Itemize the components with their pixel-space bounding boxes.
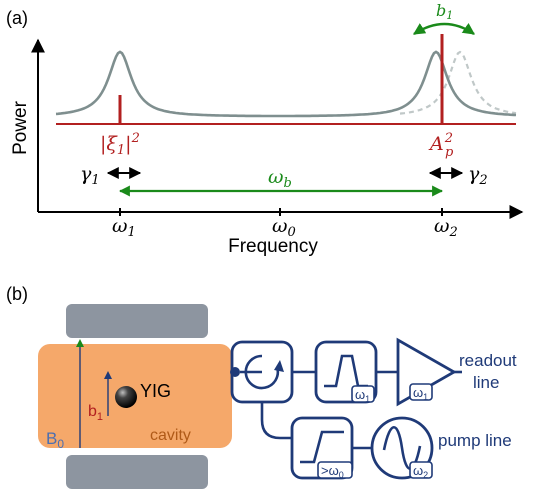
b1-modulation-arrow <box>412 22 475 36</box>
label-b1-cavity: b1 <box>88 403 103 423</box>
cavity-pole-bottom <box>66 455 208 489</box>
label-xi1-squared: |ξ1|2 <box>100 131 140 158</box>
label-cavity: cavity <box>150 427 191 444</box>
label-ap-squared: A2 p <box>428 131 454 160</box>
label-readout-line: line <box>473 373 499 392</box>
bandpass-icon <box>324 354 368 388</box>
tick-label-omega0: ω0 <box>272 215 296 240</box>
bandpass-filter: ω1 <box>314 340 378 404</box>
label-pump-line: pump line <box>438 431 512 450</box>
amp-tag: ω1 <box>413 385 428 402</box>
highpass-icon <box>300 430 344 464</box>
label-omega-b: ωb <box>268 166 292 191</box>
label-b0: B0 <box>46 429 64 451</box>
label-gamma1: γ1 <box>80 163 100 188</box>
filter2-tag: >ω0 <box>321 463 344 480</box>
highpass-filter: >ω0 <box>290 416 354 480</box>
cavity-resonance-curve <box>55 50 517 118</box>
shifted-resonance-curve <box>399 50 517 115</box>
x-axis-label: Frequency <box>228 236 318 257</box>
label-yig: YIG <box>140 381 171 401</box>
tick-label-omega1: ω1 <box>112 215 136 240</box>
filter1-tag: ω1 <box>355 387 370 404</box>
panel-a: (a) Power Frequency ω1 ω0 ω2 |ξ1|2 A2 p b… <box>6 1 524 257</box>
source-tag: ω2 <box>413 463 428 480</box>
b0-arrow-head <box>76 339 84 347</box>
label-gamma2: γ2 <box>468 163 488 188</box>
label-b1: b1 <box>436 1 453 22</box>
y-axis-label: Power <box>10 100 31 155</box>
yig-sphere <box>115 386 137 408</box>
amplifier: ω1 <box>396 337 457 407</box>
panel-a-label: (a) <box>6 8 28 28</box>
label-readout: readout <box>459 351 517 370</box>
wire-circulator-filter2 <box>260 402 292 440</box>
b1-arrow-head <box>104 371 112 379</box>
panel-b-label: (b) <box>6 284 28 304</box>
cavity-pole-top <box>66 304 208 338</box>
tick-label-omega2: ω2 <box>434 215 458 240</box>
panel-b: (b) B0 b1 YIG cavity <box>6 284 517 489</box>
circulator-arrow-icon <box>244 354 280 390</box>
pump-source: ω2 <box>370 416 434 480</box>
